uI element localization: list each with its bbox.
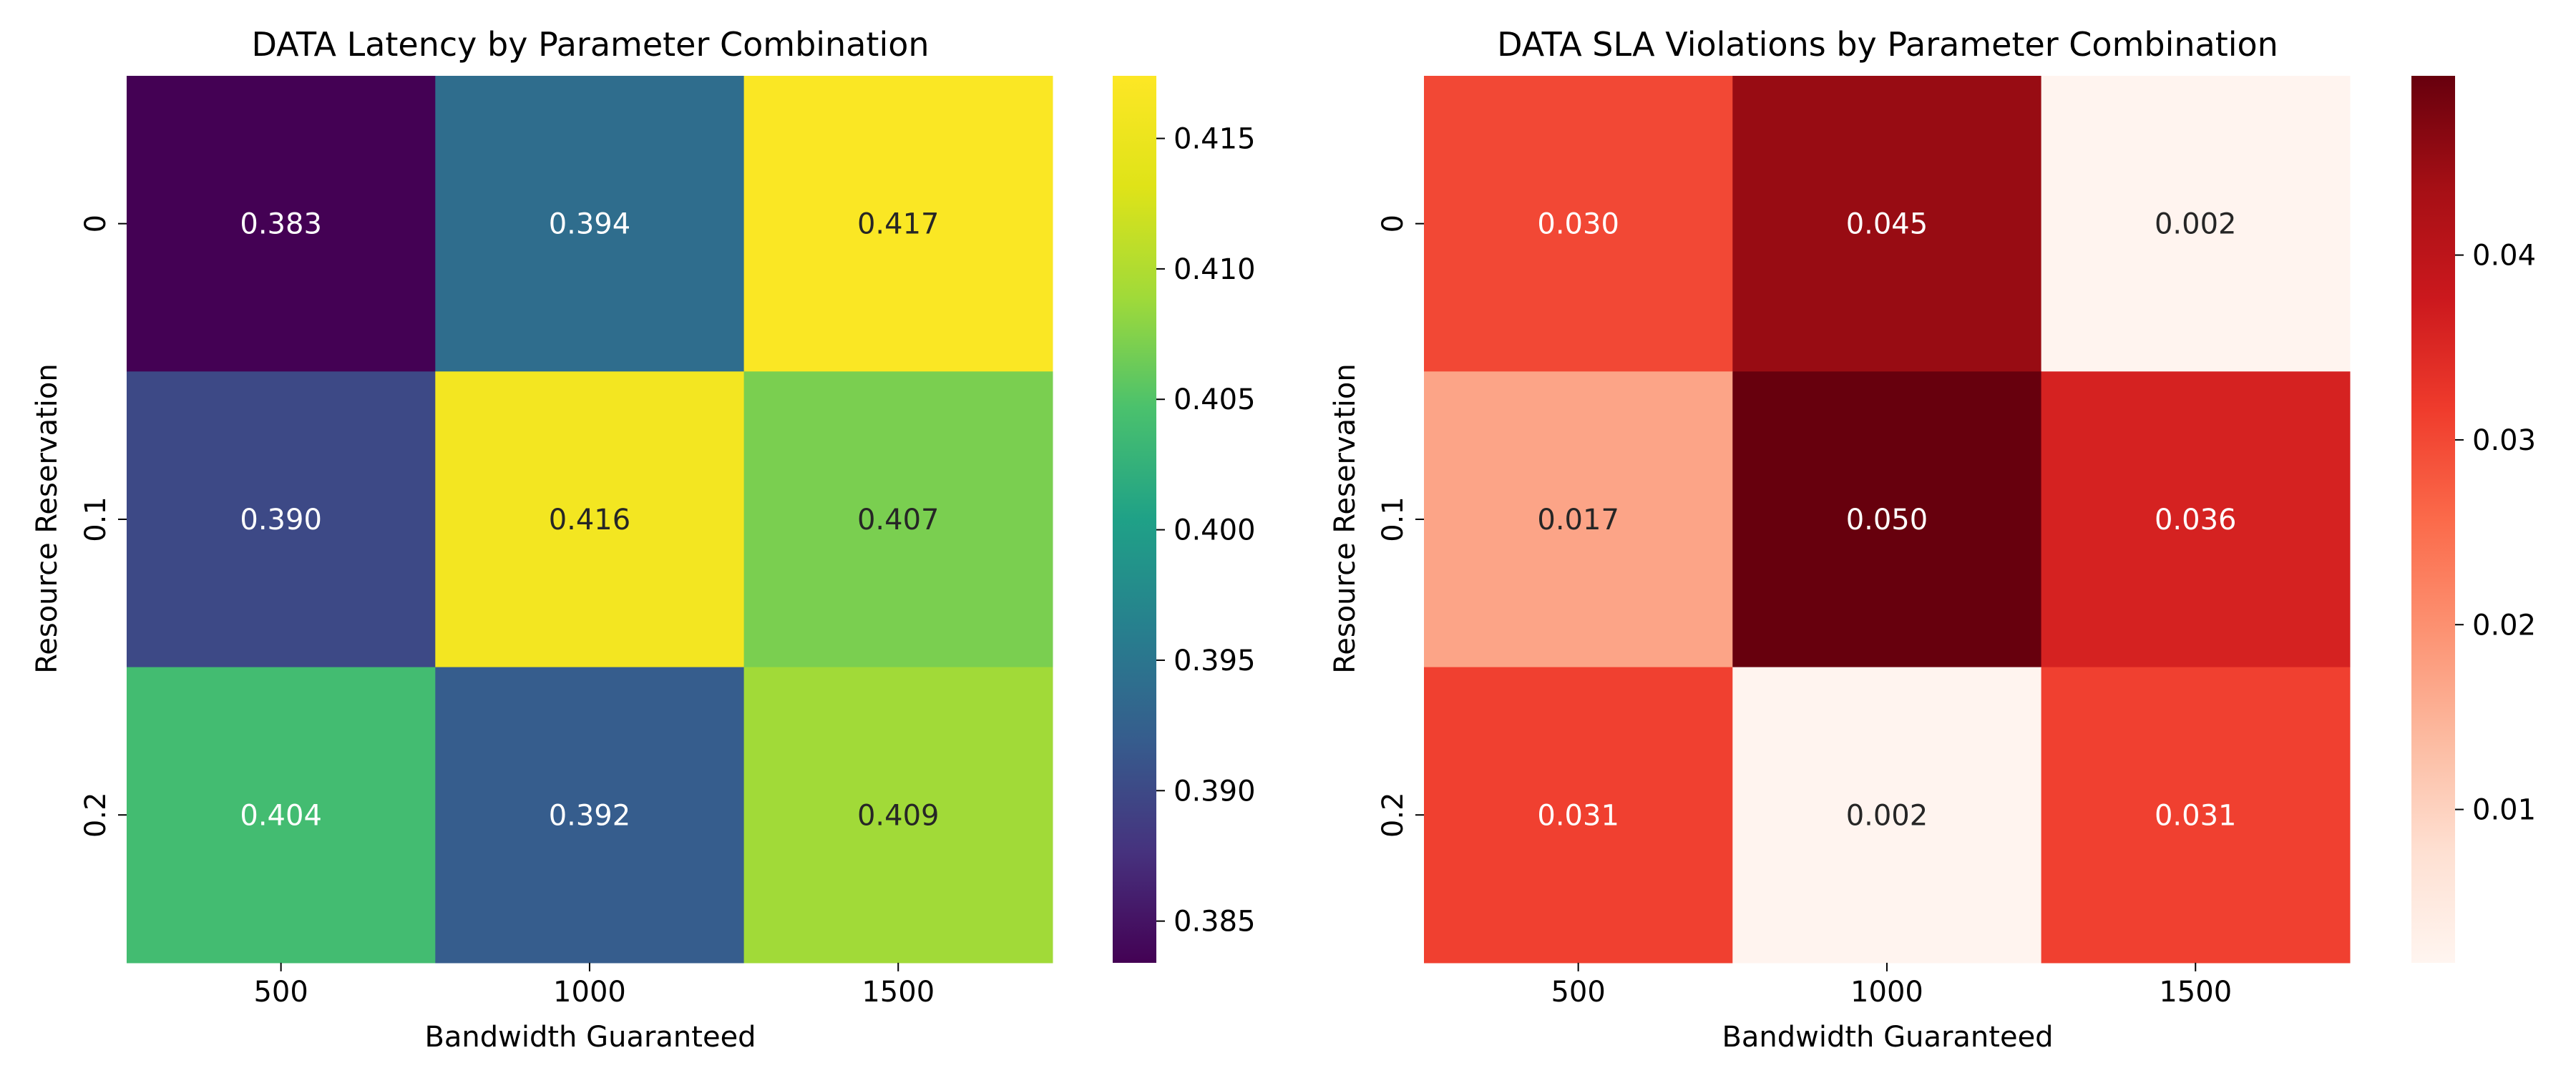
latency-x-ticks: 500 1000 1500: [253, 962, 935, 1009]
latency-colorbar: 0.385 0.390 0.395 0.400 0.405 0.410 0.415: [1113, 76, 1256, 963]
latency-colorbar-tick-label: 0.395: [1174, 645, 1256, 677]
sla-cell-value-label: 0.045: [1846, 208, 1928, 241]
latency-heatmap-cell: [435, 667, 745, 964]
latency-cell-value-label: 0.394: [549, 208, 631, 241]
sla-x-tick-label: 500: [1551, 976, 1605, 1009]
sla-colorbar: 0.01 0.02 0.03 0.04: [2411, 76, 2536, 963]
sla-cell-value-label: 0.036: [2155, 504, 2237, 536]
latency-x-tick-label: 1500: [862, 976, 935, 1009]
latency-colorbar-tick-label: 0.405: [1174, 383, 1256, 416]
latency-x-axis-label: Bandwidth Guaranteed: [424, 1021, 756, 1054]
latency-x-tick-label: 500: [253, 976, 308, 1009]
sla-cell-value-label: 0.031: [1537, 799, 1619, 832]
sla-heatmap-cell: [2041, 371, 2351, 668]
sla-y-tick-label: 0.1: [1377, 496, 1410, 542]
sla-colorbar-tick-label: 0.04: [2472, 240, 2536, 273]
latency-cell-value-label: 0.383: [240, 208, 322, 241]
sla-heatmap-cell: [1424, 667, 1733, 964]
sla-y-axis-label: Resource Reservation: [1329, 363, 1362, 673]
sla-cell-value-label: 0.002: [1846, 799, 1928, 832]
sla-heatmap-cell: [1424, 76, 1733, 372]
sla-heatmap-cells: 0.030 0.045 0.002 0.017 0.050 0.036 0.031 0.002…: [1424, 76, 2351, 964]
sla-heatmap-cell: [1732, 667, 2042, 964]
latency-x-tick-label: 1000: [553, 976, 626, 1009]
sla-chart-title: DATA SLA Violations by Parameter Combina…: [1497, 25, 2278, 64]
sla-heatmap-cell: [1424, 371, 1733, 668]
sla-cell-value-label: 0.002: [2155, 208, 2237, 241]
sla-x-ticks: 500 1000 1500: [1551, 962, 2232, 1009]
sla-y-ticks: 0 0.1 0.2: [1377, 215, 1424, 838]
latency-colorbar-tick-label: 0.415: [1174, 123, 1256, 156]
latency-chart-title: DATA Latency by Parameter Combination: [251, 25, 929, 64]
latency-y-ticks: 0 0.1 0.2: [79, 215, 127, 838]
latency-heatmap-cell: [743, 371, 1053, 668]
latency-y-tick-label: 0.1: [79, 496, 112, 542]
latency-colorbar-gradient: [1113, 76, 1156, 963]
sla-heatmap-cell: [1732, 371, 2042, 668]
sla-x-tick-label: 1500: [2159, 976, 2232, 1009]
latency-colorbar-tick-label: 0.385: [1174, 906, 1256, 939]
latency-cell-value-label: 0.390: [240, 504, 322, 536]
sla-x-tick-label: 1000: [1850, 976, 1923, 1009]
latency-heatmap-cell: [435, 76, 745, 372]
latency-cell-value-label: 0.416: [549, 504, 631, 536]
sla-x-axis-label: Bandwidth Guaranteed: [1722, 1021, 2053, 1054]
latency-heatmap-cell: [127, 371, 436, 668]
latency-y-tick-label: 0.2: [79, 792, 112, 838]
sla-cell-value-label: 0.030: [1537, 208, 1619, 241]
latency-colorbar-tick-label: 0.390: [1174, 775, 1256, 808]
latency-colorbar-tick-label: 0.400: [1174, 514, 1256, 547]
latency-cell-value-label: 0.417: [857, 208, 940, 241]
latency-heatmap-cell: [743, 667, 1053, 964]
sla-colorbar-tick-label: 0.01: [2472, 794, 2536, 827]
latency-heatmap-cell: [743, 76, 1053, 372]
latency-colorbar-tick-label: 0.410: [1174, 253, 1256, 286]
latency-cell-value-label: 0.407: [857, 504, 940, 536]
latency-heatmap-cell: [435, 371, 745, 668]
sla-heatmap-panel: DATA SLA Violations by Parameter Combina…: [1329, 25, 2536, 1054]
sla-colorbar-tick-label: 0.03: [2472, 424, 2536, 457]
latency-heatmap-panel: DATA Latency by Parameter Combination 0.…: [31, 25, 1256, 1054]
latency-y-axis-label: Resource Reservation: [31, 363, 64, 673]
sla-heatmap-cell: [2041, 76, 2351, 372]
latency-heatmap-cell: [127, 667, 436, 964]
latency-y-tick-label: 0: [79, 215, 112, 232]
sla-colorbar-ticks: 0.01 0.02 0.03 0.04: [2455, 240, 2536, 827]
latency-cell-value-label: 0.392: [549, 799, 631, 832]
sla-cell-value-label: 0.050: [1846, 504, 1928, 536]
sla-cell-value-label: 0.031: [2155, 799, 2237, 832]
latency-heatmap-cell: [127, 76, 436, 372]
sla-colorbar-gradient: [2411, 76, 2455, 963]
sla-y-tick-label: 0.2: [1377, 792, 1410, 838]
sla-heatmap-cell: [2041, 667, 2351, 964]
sla-heatmap-cell: [1732, 76, 2042, 372]
sla-y-tick-label: 0: [1377, 215, 1410, 232]
latency-cell-value-label: 0.404: [240, 799, 322, 832]
sla-cell-value-label: 0.017: [1537, 504, 1619, 536]
latency-cell-value-label: 0.409: [857, 799, 940, 832]
latency-heatmap-cells: 0.383 0.394 0.417 0.390 0.416 0.407 0.404 0.392…: [127, 76, 1053, 964]
sla-colorbar-tick-label: 0.02: [2472, 609, 2536, 642]
latency-colorbar-ticks: 0.385 0.390 0.395 0.400 0.405 0.410 0.415: [1156, 123, 1256, 939]
